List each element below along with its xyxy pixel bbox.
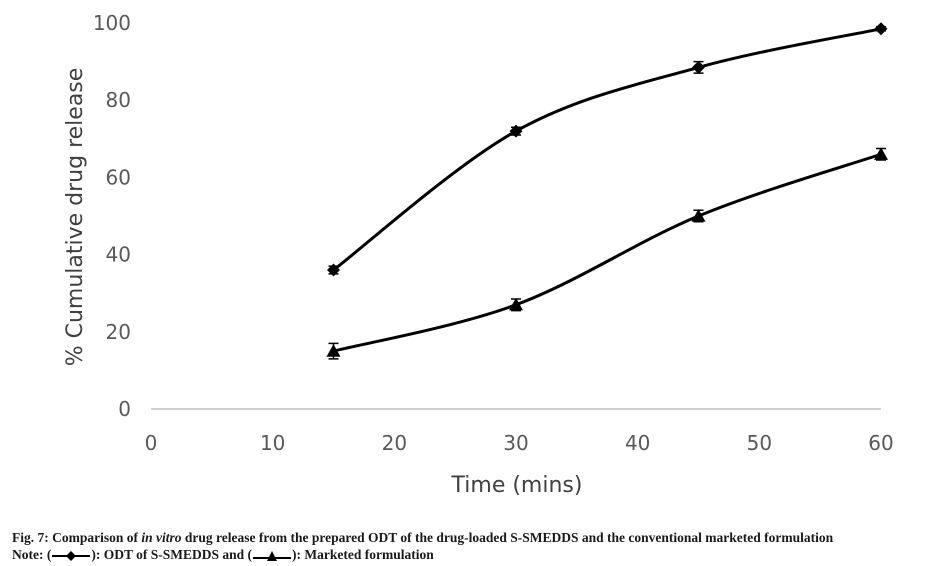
x-tick-label-0: 0 xyxy=(145,431,158,455)
series-2-point-0 xyxy=(326,344,341,357)
y-tick-label-2: 40 xyxy=(106,243,131,267)
series-2-point-2 xyxy=(691,209,706,222)
series-2 xyxy=(326,147,888,360)
note-prefix: Note: ( xyxy=(12,547,52,562)
figure-note: Note: ( ): ODT of S-SMEDDS and ( ): Market… xyxy=(12,547,434,563)
diamond-marker-icon xyxy=(52,550,91,561)
note-series-2: ): Marketed formulation xyxy=(292,547,434,562)
x-axis-title: Time (mins) xyxy=(451,473,583,498)
y-axis-title: % Cumulative drug release xyxy=(63,68,88,367)
x-tick-labels: 0 10 20 30 40 50 60 xyxy=(145,431,894,455)
series-1-point-3 xyxy=(874,22,888,36)
series-1-point-2 xyxy=(692,60,705,74)
x-tick-label-5: 50 xyxy=(747,431,772,455)
y-tick-label-4: 80 xyxy=(106,88,131,112)
triangle-marker-icon xyxy=(253,550,292,561)
series-1-line xyxy=(332,27,882,272)
x-tick-label-2: 20 xyxy=(382,431,407,455)
series-2-point-1 xyxy=(509,297,523,311)
x-tick-label-4: 40 xyxy=(625,431,650,455)
series-1 xyxy=(327,22,888,277)
note-series-1: ): ODT of S-SMEDDS and ( xyxy=(91,547,253,562)
x-tick-label-1: 10 xyxy=(260,431,285,455)
caption-italic: in vitro xyxy=(141,530,182,545)
chart: 0 10 20 30 40 50 60 0 20 40 60 80 100 Time (mins) %… xyxy=(63,11,894,498)
caption-prefix: Fig. 7: Comparison of xyxy=(12,530,142,545)
series-1-point-0 xyxy=(327,263,340,277)
y-tick-labels: 0 20 40 60 80 100 xyxy=(93,11,131,421)
series-2-point-3 xyxy=(874,147,888,160)
x-tick-label-6: 60 xyxy=(868,431,893,455)
series-layer xyxy=(326,22,888,360)
series-1-point-1 xyxy=(509,124,523,138)
y-tick-label-3: 60 xyxy=(106,165,131,189)
series-2-line xyxy=(333,152,882,353)
x-tick-label-3: 30 xyxy=(503,431,528,455)
y-tick-label-0: 0 xyxy=(118,397,131,421)
y-tick-label-5: 100 xyxy=(93,11,131,35)
figure-caption: Fig. 7: Comparison of in vitro drug rele… xyxy=(12,530,833,546)
caption-suffix: drug release from the prepared ODT of th… xyxy=(181,530,834,545)
y-tick-label-1: 20 xyxy=(106,320,131,344)
